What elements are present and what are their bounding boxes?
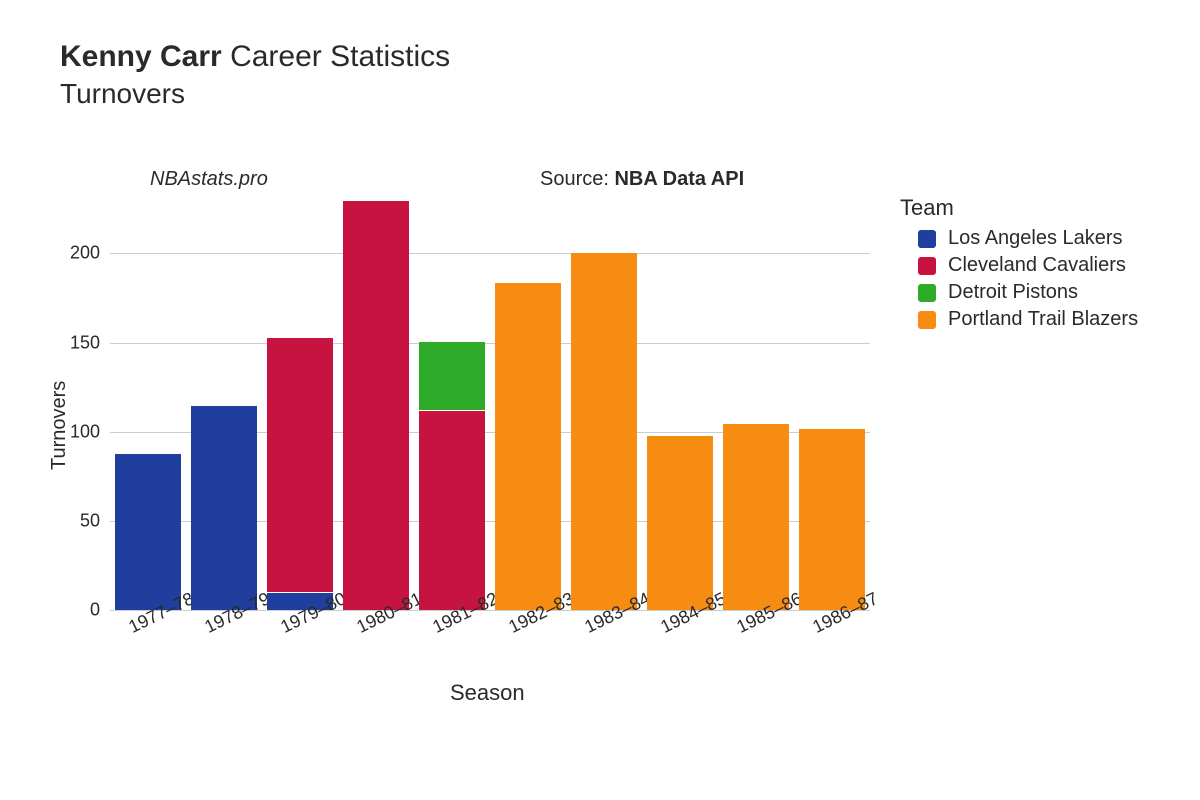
source-name: NBA Data API [614,168,744,190]
bar [267,337,332,610]
x-axis-label: Season [450,680,525,706]
chart-container: Kenny Carr Career Statistics Turnovers N… [0,0,1200,800]
bar [419,341,484,610]
grid-line [110,343,870,344]
title-suffix: Career Statistics [230,40,450,73]
legend: Team Los Angeles Lakers Cleveland Cavalie… [900,195,1138,335]
legend-label: Detroit Pistons [948,281,1078,304]
y-tick-label: 200 [70,243,110,264]
watermark-text: NBAstats.pro [150,168,268,191]
source-prefix: Source: [540,168,614,190]
bar [343,200,408,610]
bar-segment [191,405,256,610]
y-axis-label: Turnovers [48,381,71,470]
source-attribution: Source: NBA Data API [540,168,744,191]
bar [191,405,256,610]
legend-swatch [918,257,936,275]
chart-title: Kenny Carr Career Statistics [60,40,450,74]
bar-segment [647,435,712,610]
bar [799,428,864,610]
bar [495,282,560,610]
legend-title: Team [900,195,1138,221]
bar [647,435,712,610]
legend-label: Los Angeles Lakers [948,227,1123,250]
y-tick-label: 100 [70,421,110,442]
legend-item: Los Angeles Lakers [918,227,1138,250]
legend-swatch [918,284,936,302]
bar-segment [799,428,864,610]
legend-item: Detroit Pistons [918,281,1138,304]
grid-line [110,253,870,254]
bar-segment [267,337,332,592]
chart-subtitle: Turnovers [60,78,450,110]
bar-segment [571,252,636,610]
y-tick-label: 0 [90,600,110,621]
legend-item: Portland Trail Blazers [918,308,1138,331]
y-tick-label: 150 [70,332,110,353]
bar-segment [723,423,788,610]
chart-title-block: Kenny Carr Career Statistics Turnovers [60,40,450,110]
bar-segment [343,200,408,610]
bar [723,423,788,610]
legend-swatch [918,311,936,329]
bar-segment [419,341,484,411]
bar-segment [495,282,560,610]
bar-segment [419,410,484,610]
title-player: Kenny Carr [60,40,222,73]
bar [571,252,636,610]
plot-area: 0501001502001977–781978–791979–801980–81… [110,200,870,610]
legend-item: Cleveland Cavaliers [918,254,1138,277]
legend-label: Portland Trail Blazers [948,308,1138,331]
legend-label: Cleveland Cavaliers [948,254,1126,277]
y-tick-label: 50 [80,510,110,531]
legend-swatch [918,230,936,248]
